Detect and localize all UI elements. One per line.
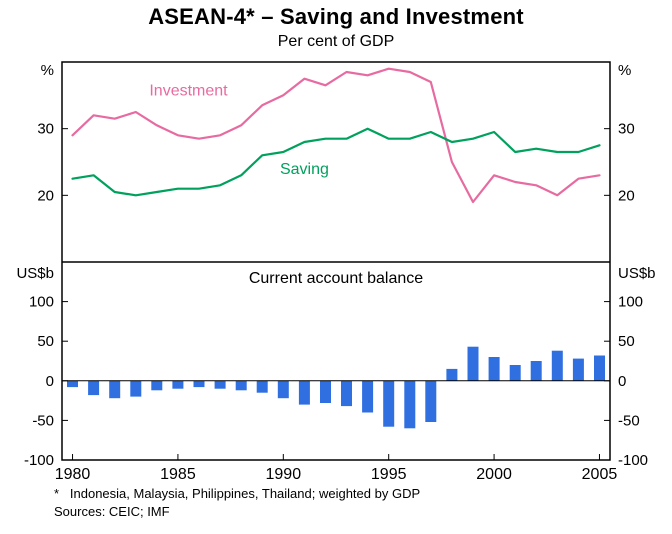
bar-2005 [594,355,605,381]
y-tick-label-left: 0 [46,373,54,390]
y-tick-label-right: 50 [618,333,635,350]
x-tick-label: 2005 [582,466,618,483]
unit-label-left: % [41,62,54,79]
series-label-investment: Investment [149,82,228,99]
bar-1995 [383,380,395,427]
bar-1987 [214,380,226,389]
chart-subtitle: Per cent of GDP [277,33,395,50]
bar-1990 [277,380,289,399]
series-line-saving [71,127,601,197]
bar-1981 [88,380,100,396]
unit-label-right: % [618,62,631,79]
bar-1996 [404,380,416,429]
bar-1997 [425,380,437,422]
chart-title: ASEAN-4* – Saving and Investment [148,4,524,29]
bottom-panel-title: Current account balance [249,270,423,287]
x-tick-label: 1990 [266,466,302,483]
y-tick-label-left: -50 [32,412,54,429]
footnote-sources: Sources: CEIC; IMF [54,504,170,519]
bar-1980 [67,380,78,388]
x-tick-label: 1985 [160,466,196,483]
x-tick-label: 1995 [371,466,407,483]
bar-1986 [193,380,205,388]
bar-2003 [551,350,563,381]
plot-border [61,61,611,461]
bar-1989 [256,380,268,393]
bar-1985 [172,380,184,389]
bar-1988 [235,380,247,391]
y-tick-label-right: 0 [618,373,626,390]
bar-1992 [320,380,331,403]
bar-1984 [151,380,163,391]
y-tick-label-left: 30 [37,121,54,138]
bar-1993 [341,380,352,407]
y-tick-label-left: 100 [29,294,54,311]
bar-1982 [109,380,121,399]
y-tick-label-right: -50 [618,412,640,429]
bar-1994 [362,380,374,413]
bar-2001 [509,365,521,381]
bar-2002 [530,361,542,381]
x-tick-label: 2000 [476,466,512,483]
y-tick-label-left: 20 [37,187,54,204]
bar-1999 [467,346,479,381]
x-tick-label: 1980 [55,466,91,483]
bar-1991 [298,380,310,405]
footnote-note: * Indonesia, Malaysia, Philippines, Thai… [54,486,421,501]
bar-1998 [446,368,458,381]
bar-2004 [572,358,584,381]
y-tick-label-right: -100 [618,452,648,469]
unit-label-left: US$b [16,265,54,282]
series-label-saving: Saving [280,161,329,178]
bar-2000 [488,357,500,381]
bar-1983 [130,380,142,397]
y-tick-label-right: 20 [618,187,635,204]
series-line-investment [71,67,601,204]
unit-label-right: US$b [618,265,656,282]
y-tick-label-right: 100 [618,294,643,311]
y-tick-label-left: -100 [24,452,54,469]
y-tick-label-right: 30 [618,121,635,138]
y-tick-label-left: 50 [37,333,54,350]
